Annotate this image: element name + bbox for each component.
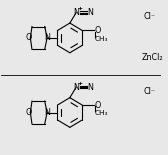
Text: N: N bbox=[44, 108, 50, 117]
Text: N: N bbox=[87, 83, 93, 92]
Text: $\mathbf{+}$: $\mathbf{+}$ bbox=[77, 5, 84, 12]
Text: O: O bbox=[95, 26, 101, 35]
Text: ZnCl₂: ZnCl₂ bbox=[141, 53, 163, 62]
Text: N: N bbox=[44, 33, 50, 42]
Text: N: N bbox=[87, 8, 93, 17]
Text: O: O bbox=[95, 101, 101, 110]
Text: N: N bbox=[73, 83, 79, 92]
Text: N: N bbox=[73, 8, 79, 17]
Text: CH₃: CH₃ bbox=[95, 36, 108, 42]
Text: O: O bbox=[25, 33, 32, 42]
Text: Cl⁻: Cl⁻ bbox=[143, 12, 155, 21]
Text: CH₃: CH₃ bbox=[95, 111, 108, 116]
Text: Cl⁻: Cl⁻ bbox=[143, 87, 155, 96]
Text: O: O bbox=[25, 108, 32, 117]
Text: $\mathbf{+}$: $\mathbf{+}$ bbox=[77, 80, 84, 87]
